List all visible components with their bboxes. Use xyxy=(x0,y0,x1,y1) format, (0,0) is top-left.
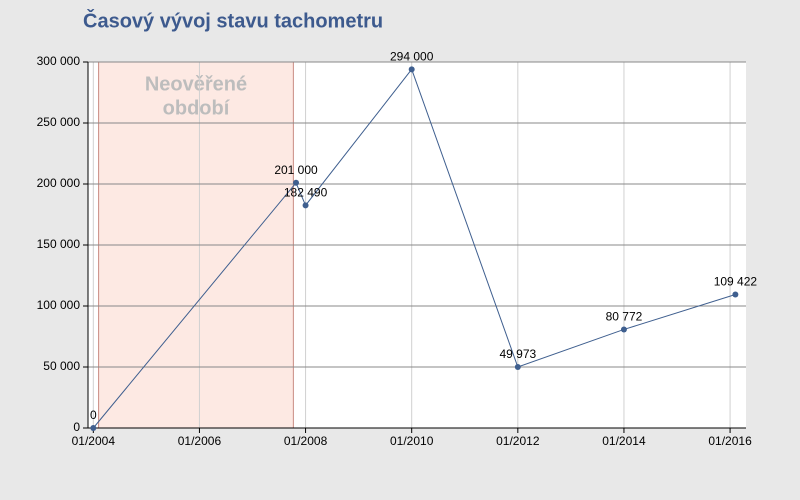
point xyxy=(302,202,309,209)
y-tick-label: 150 000 xyxy=(37,237,81,251)
data-label: 49 973 xyxy=(499,347,536,361)
y-tick-label: 100 000 xyxy=(37,298,81,312)
point xyxy=(732,291,739,298)
y-tick-label: 300 000 xyxy=(37,54,81,68)
point xyxy=(620,326,627,333)
x-tick-label: 01/2012 xyxy=(496,434,540,448)
x-tick-label: 01/2010 xyxy=(390,434,434,448)
point xyxy=(293,179,300,186)
data-label: 80 772 xyxy=(606,310,643,324)
x-tick-label: 01/2014 xyxy=(602,434,646,448)
region-label: Neověřené xyxy=(145,73,247,95)
data-label: 0 xyxy=(90,408,97,422)
region-label: období xyxy=(163,97,231,119)
x-tick-label: 01/2008 xyxy=(284,434,328,448)
point xyxy=(514,364,521,371)
chart-title: Časový vývoj stavu tachometru xyxy=(83,8,383,32)
point xyxy=(408,66,415,73)
point xyxy=(90,425,97,431)
y-tick-label: 50 000 xyxy=(43,359,80,373)
data-label: 182 490 xyxy=(284,186,328,200)
x-tick-label: 01/2006 xyxy=(178,434,222,448)
data-label: 294 000 xyxy=(390,49,434,63)
y-tick-label: 0 xyxy=(73,420,80,434)
x-tick-label: 01/2016 xyxy=(708,434,752,448)
y-tick-label: 200 000 xyxy=(37,176,81,190)
x-tick-label: 01/2004 xyxy=(72,434,116,448)
data-label: 201 000 xyxy=(274,163,318,177)
y-tick-label: 250 000 xyxy=(37,115,81,129)
data-label: 109 422 xyxy=(714,275,758,289)
